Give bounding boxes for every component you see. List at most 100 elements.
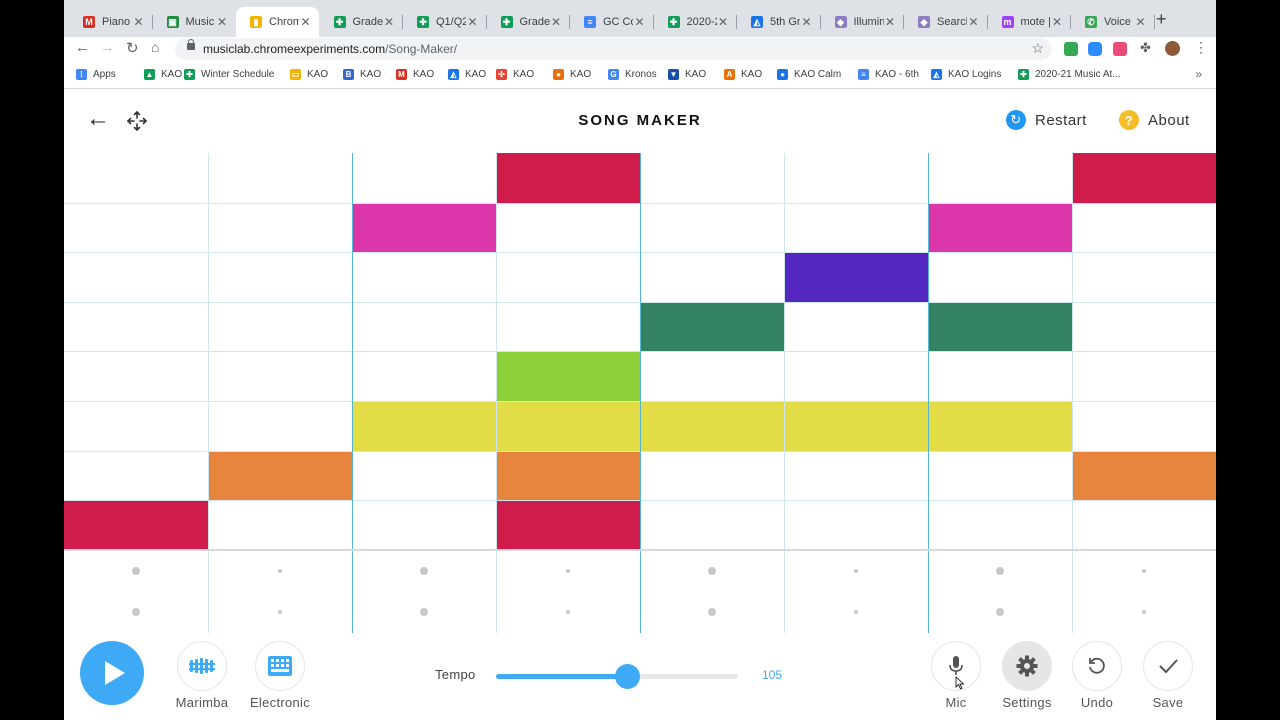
note-cell[interactable] bbox=[640, 301, 784, 352]
play-button[interactable] bbox=[80, 641, 144, 705]
close-tab-icon[interactable]: ✕ bbox=[467, 15, 478, 29]
rhythm-dot[interactable] bbox=[1142, 610, 1146, 615]
close-tab-icon[interactable]: ✕ bbox=[801, 15, 812, 29]
rhythm-dot[interactable] bbox=[1142, 568, 1146, 573]
rhythm-dot[interactable] bbox=[132, 566, 140, 575]
note-cell[interactable] bbox=[928, 202, 1072, 253]
note-cell[interactable] bbox=[352, 401, 496, 451]
browser-tab[interactable]: M Piano L✕ bbox=[69, 7, 153, 37]
undo-button[interactable] bbox=[1072, 641, 1122, 691]
bookmark-item[interactable]: ⁞ Apps bbox=[76, 69, 116, 80]
bookmark-item[interactable]: ▲ KAO bbox=[144, 69, 182, 80]
browser-tab[interactable]: ▮ Chrom ✕ bbox=[236, 7, 319, 37]
close-tab-icon[interactable]: ✕ bbox=[634, 15, 645, 29]
note-cell[interactable] bbox=[208, 450, 352, 501]
note-cell[interactable] bbox=[784, 401, 928, 451]
bookmark-item[interactable]: G Kronos bbox=[608, 69, 657, 80]
browser-tab[interactable]: ◆ Illumin ✕ bbox=[821, 7, 904, 37]
note-cell[interactable] bbox=[928, 301, 1072, 352]
note-cell[interactable] bbox=[928, 401, 1072, 451]
screencastify-extension-icon[interactable] bbox=[1113, 42, 1127, 56]
rhythm-dot[interactable] bbox=[566, 610, 570, 615]
close-tab-icon[interactable]: ✕ bbox=[968, 15, 979, 29]
note-cell[interactable] bbox=[1072, 153, 1216, 203]
browser-tab[interactable]: m mote | ✕ bbox=[988, 7, 1071, 37]
tempo-slider[interactable] bbox=[496, 664, 738, 689]
note-cell[interactable] bbox=[496, 450, 640, 501]
browser-tab[interactable]: ◭ 5th Gr ✕ bbox=[737, 7, 821, 37]
rhythm-dot[interactable] bbox=[708, 566, 716, 575]
instrument-button[interactable] bbox=[177, 641, 227, 691]
bookmark-item[interactable]: ◭ KAO bbox=[448, 69, 486, 80]
bookmark-item[interactable]: ≡ KAO - 6th bbox=[858, 69, 919, 80]
close-tab-icon[interactable]: ✕ bbox=[884, 15, 895, 29]
note-cell[interactable] bbox=[496, 401, 640, 451]
bookmark-item[interactable]: ● KAO Calm bbox=[777, 69, 841, 80]
rhythm-dot[interactable] bbox=[996, 608, 1004, 617]
profile-avatar[interactable] bbox=[1165, 41, 1180, 56]
rhythm-dot[interactable] bbox=[854, 568, 858, 573]
settings-button[interactable] bbox=[1002, 641, 1052, 691]
rhythm-dot[interactable] bbox=[566, 568, 570, 573]
extension-icon[interactable] bbox=[1064, 42, 1078, 56]
tempo-slider-thumb[interactable] bbox=[614, 664, 640, 689]
rhythm-dot[interactable] bbox=[278, 568, 282, 573]
rhythm-dot[interactable] bbox=[420, 566, 428, 575]
close-tab-icon[interactable]: ✕ bbox=[717, 15, 728, 29]
back-icon[interactable]: ← bbox=[75, 39, 90, 56]
browser-tab[interactable]: ▣ Music L✕ bbox=[153, 7, 236, 37]
bookmark-item[interactable]: ✚ Winter Schedule bbox=[184, 69, 274, 80]
bookmark-item[interactable]: A KAO bbox=[724, 69, 762, 80]
forward-icon[interactable]: → bbox=[100, 39, 115, 56]
close-tab-icon[interactable]: ✕ bbox=[1135, 15, 1146, 29]
close-tab-icon[interactable]: ✕ bbox=[1051, 15, 1062, 29]
note-cell[interactable] bbox=[64, 500, 208, 550]
browser-tab[interactable]: ✚ 2020-2✕ bbox=[654, 7, 737, 37]
close-tab-icon[interactable]: ✕ bbox=[216, 15, 227, 29]
close-tab-icon[interactable]: ✕ bbox=[300, 15, 311, 29]
save-button[interactable] bbox=[1143, 641, 1193, 691]
browser-tab[interactable]: ✆ Voice -✕ bbox=[1071, 7, 1155, 37]
bookmark-item[interactable]: ◭ KAO Logins bbox=[931, 69, 1001, 80]
back-arrow-icon[interactable]: ← bbox=[86, 105, 110, 132]
rhythm-dot[interactable] bbox=[708, 608, 716, 617]
bookmark-star-icon[interactable]: ☆ bbox=[1031, 40, 1044, 56]
bookmark-item[interactable]: M KAO bbox=[396, 69, 434, 80]
bookmark-item[interactable]: ▼ KAO bbox=[668, 69, 706, 80]
browser-tab[interactable]: ✚ Q1/Q2 ✕ bbox=[403, 7, 487, 37]
drum-kit-button[interactable] bbox=[255, 641, 305, 691]
note-cell[interactable] bbox=[496, 351, 640, 401]
bookmark-item[interactable]: ✣ KAO bbox=[496, 69, 534, 80]
rhythm-dot[interactable] bbox=[420, 608, 428, 617]
restart-button[interactable]: ↻ Restart bbox=[1006, 110, 1087, 130]
note-cell[interactable] bbox=[784, 252, 928, 302]
reload-icon[interactable]: ↻ bbox=[126, 40, 139, 57]
bookmark-item[interactable]: ▭ KAO bbox=[290, 69, 328, 80]
note-cell[interactable] bbox=[1072, 450, 1216, 501]
browser-tab[interactable]: ✚ Grades✕ bbox=[487, 7, 570, 37]
home-icon[interactable]: ⌂ bbox=[151, 39, 160, 55]
zoom-extension-icon[interactable] bbox=[1088, 42, 1102, 56]
browser-tab[interactable]: ◆ Search✕ bbox=[904, 7, 988, 37]
bookmark-item[interactable]: ✚ 2020-21 Music At... bbox=[1018, 69, 1121, 80]
new-tab-icon[interactable]: + bbox=[1156, 9, 1167, 29]
bookmark-item[interactable]: B KAO bbox=[343, 69, 381, 80]
rhythm-dot[interactable] bbox=[996, 566, 1004, 575]
address-bar[interactable]: musiclab.chromeexperiments.com/Song-Make… bbox=[175, 38, 1052, 60]
about-button[interactable]: ? About bbox=[1119, 110, 1190, 130]
menu-kebab-icon[interactable]: ⋮ bbox=[1194, 39, 1208, 55]
close-tab-icon[interactable]: ✕ bbox=[133, 15, 144, 29]
rhythm-dot[interactable] bbox=[132, 608, 140, 617]
close-tab-icon[interactable]: ✕ bbox=[383, 15, 394, 29]
note-cell[interactable] bbox=[352, 202, 496, 253]
rhythm-dot[interactable] bbox=[278, 610, 282, 615]
note-cell[interactable] bbox=[496, 153, 640, 203]
close-tab-icon[interactable]: ✕ bbox=[550, 15, 561, 29]
puzzle-extensions-icon[interactable]: ✤ bbox=[1140, 40, 1151, 55]
note-cell[interactable] bbox=[640, 401, 784, 451]
song-grid[interactable] bbox=[64, 153, 1216, 633]
move-icon[interactable] bbox=[125, 109, 149, 133]
note-cell[interactable] bbox=[496, 500, 640, 550]
bookmarks-overflow-icon[interactable]: » bbox=[1195, 67, 1202, 81]
browser-tab[interactable]: ✚ Grades✕ bbox=[320, 7, 403, 37]
